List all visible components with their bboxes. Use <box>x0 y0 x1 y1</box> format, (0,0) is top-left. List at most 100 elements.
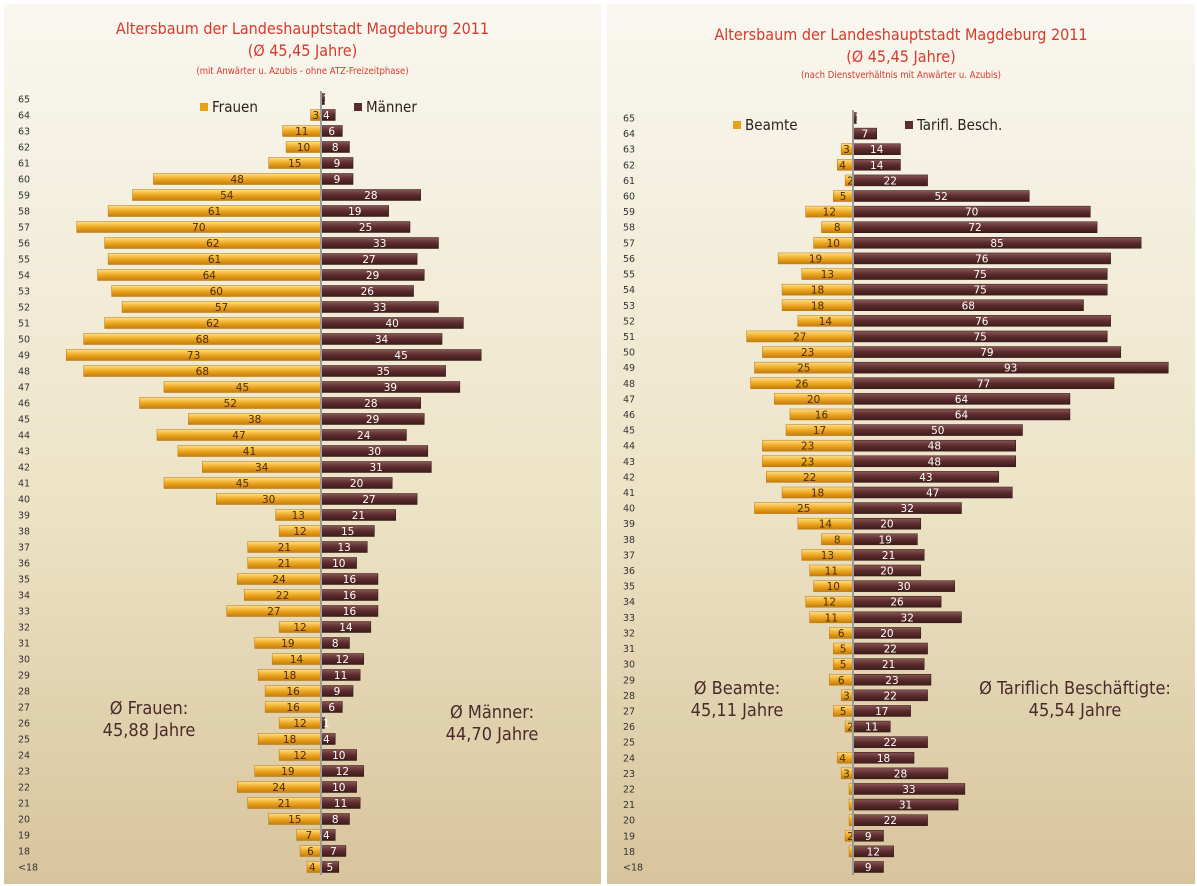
bar-right-label: 22 <box>884 644 897 656</box>
legend-label-beamte: Beamte <box>745 116 798 134</box>
bar-right-label: 72 <box>968 222 981 234</box>
bar-left-label: 16 <box>286 702 300 714</box>
bar-right-label: 75 <box>973 269 986 281</box>
bar-left-label: 15 <box>288 158 301 170</box>
category-label: 19 <box>623 831 635 842</box>
bar-right-label: 43 <box>919 472 932 484</box>
category-label: 55 <box>18 255 30 266</box>
bar-right-label: 50 <box>931 425 944 437</box>
bar-right-label: 28 <box>364 190 377 202</box>
category-label: 18 <box>623 847 635 858</box>
bar-left-label: 19 <box>281 638 294 650</box>
bar-right-label: 76 <box>975 253 989 265</box>
average-maenner: Ø Männer: 44,70 Jahre <box>422 702 562 745</box>
category-label: 48 <box>18 367 30 378</box>
bar-left-label: 17 <box>813 425 826 437</box>
bar-left-label: 68 <box>196 366 209 378</box>
bar-right-label: 93 <box>1004 363 1017 375</box>
category-label: 30 <box>623 660 635 671</box>
bar-right-label: 24 <box>357 430 371 442</box>
chart-title: Altersbaum der Landeshauptstadt Magdebur… <box>714 25 1088 44</box>
bar-right-label: 75 <box>973 285 986 297</box>
category-label: 31 <box>18 639 30 650</box>
category-label: 57 <box>18 223 30 234</box>
average-frauen-value: 45,88 Jahre <box>102 719 196 741</box>
bar-right-label: 25 <box>359 222 372 234</box>
bar-right-label: 10 <box>332 782 345 794</box>
bar-right-label: 9 <box>865 831 872 843</box>
bar-left-label: 22 <box>276 590 289 602</box>
bar-right-label: 39 <box>384 382 397 394</box>
category-label: 64 <box>623 129 635 140</box>
average-maenner-label: Ø Männer: <box>449 702 535 723</box>
bar-right-label: 7 <box>330 846 337 858</box>
bar-right-label: 13 <box>337 542 350 554</box>
bar-right-label: 11 <box>865 722 878 734</box>
bar-right-label: 8 <box>332 142 339 154</box>
bar-left-label: 23 <box>801 456 814 468</box>
bar-left-label: 30 <box>262 494 275 506</box>
bar-right-label: 64 <box>955 394 969 406</box>
bar-left-label: 8 <box>834 534 841 546</box>
category-label: 61 <box>18 159 30 170</box>
bar-right-label: 6 <box>328 126 335 138</box>
bar-right-label: 10 <box>332 558 345 570</box>
category-label: 47 <box>623 394 635 405</box>
category-label: 49 <box>18 351 30 362</box>
category-label: 25 <box>18 735 30 746</box>
category-label: 38 <box>623 535 635 546</box>
bar-left-label: 27 <box>793 331 806 343</box>
category-label: 22 <box>18 783 30 794</box>
bar-right-label: 76 <box>975 316 989 328</box>
category-label: 26 <box>623 722 635 733</box>
bar-left-label: 12 <box>293 718 306 730</box>
legend-tarifl: Tarifl. Besch. <box>905 116 1002 134</box>
chart-subtitle: (Ø 45,45 Jahre) <box>846 47 956 66</box>
bar-left-label: 11 <box>825 566 838 578</box>
bar-left-label: 3 <box>843 768 850 780</box>
bar-right-label: 33 <box>373 238 386 250</box>
bar-left-label: 12 <box>293 750 306 762</box>
category-label: 45 <box>18 415 30 426</box>
bar-right-label: 27 <box>362 254 375 266</box>
bar-right-label: 16 <box>343 574 357 586</box>
legend-swatch-frauen <box>200 103 208 111</box>
category-label: 36 <box>18 559 30 570</box>
category-label: 45 <box>623 426 635 437</box>
bar-right-label: 22 <box>884 690 897 702</box>
category-label: 34 <box>18 591 30 602</box>
legend-label-frauen: Frauen <box>212 98 258 116</box>
category-label: 27 <box>18 703 30 714</box>
category-label: 37 <box>18 543 30 554</box>
bar-left-label: 18 <box>283 670 296 682</box>
bar-right-label: 23 <box>885 675 898 687</box>
category-label: 39 <box>18 511 30 522</box>
category-label: 20 <box>623 816 635 827</box>
category-label: 42 <box>623 472 635 483</box>
bar-right-label: 9 <box>334 158 341 170</box>
bar-left-label: 10 <box>297 142 310 154</box>
bar-right-label: 22 <box>884 815 897 827</box>
bar-left-label: 4 <box>839 160 846 172</box>
bar-left-label: 45 <box>236 478 249 490</box>
bar-right-label: 33 <box>373 302 386 314</box>
bar-left-label: 11 <box>295 126 308 138</box>
legend-beamte: Beamte <box>733 116 798 134</box>
category-label: 40 <box>623 504 635 515</box>
bar-right-label: 1 <box>855 113 862 125</box>
bar-left-label: 57 <box>215 302 228 314</box>
bar-left-label: 10 <box>827 238 840 250</box>
bar-right-label: 18 <box>877 753 890 765</box>
average-frauen-label: Ø Frauen: <box>109 698 189 719</box>
bar-left-label: 70 <box>192 222 205 234</box>
bar-left-label: 21 <box>278 798 291 810</box>
bar-left-label: 8 <box>834 222 841 234</box>
bar-right-label: 68 <box>962 300 975 312</box>
category-label: 51 <box>623 332 635 343</box>
chart-subtitle: (Ø 45,45 Jahre) <box>247 41 358 60</box>
bar-right-label: 27 <box>362 494 375 506</box>
legend-label-maenner: Männer <box>366 98 417 116</box>
category-label: 41 <box>623 488 635 499</box>
bar-left-label: 3 <box>313 110 320 122</box>
